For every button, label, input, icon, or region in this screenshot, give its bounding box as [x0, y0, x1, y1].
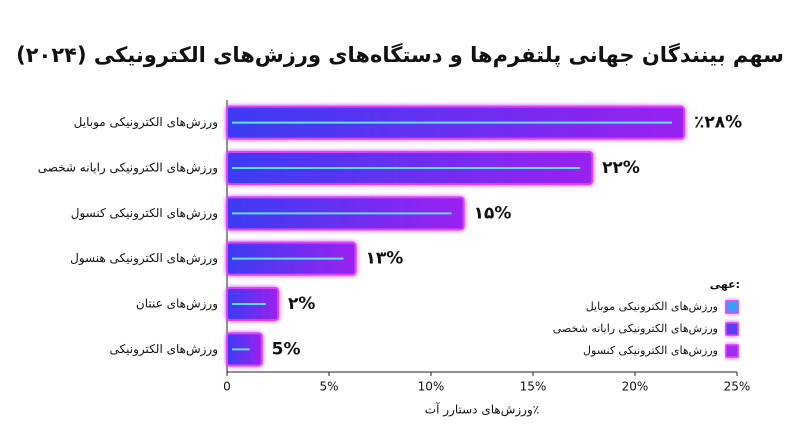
value-label: 5% [272, 339, 301, 359]
x-tick-label: 25% [724, 380, 751, 394]
value-label: ۱۳% [366, 249, 404, 269]
legend-label: ورزش‌های الکترونیکی موبایل [586, 300, 718, 313]
legend-title: عهی: [710, 278, 740, 291]
x-tick-label: 10% [418, 380, 445, 394]
x-axis-title: ورزش‌های دستارر آت٪ [425, 402, 539, 418]
value-label: ۲۲% [602, 158, 640, 178]
y-tick-label: ورزش‌های الکترونیکی [110, 342, 218, 357]
x-tick-label: 5% [319, 380, 338, 394]
y-tick-label: ورزش‌های الکترونیکی هنسول [70, 251, 218, 266]
x-tick-label: 15% [520, 380, 547, 394]
x-tick-label: 0 [223, 380, 231, 394]
x-tick-label: 20% [622, 380, 649, 394]
legend-swatch [725, 322, 739, 336]
y-tick-label: ورزش‌های الکترونیکی رایانه شخصی [38, 161, 218, 176]
value-label: ۱۵% [474, 203, 512, 223]
legend-swatch [725, 344, 739, 358]
legend-label: ورزش‌های الکترونیکی رایانه شخصی [553, 322, 718, 335]
y-tick-label: ورزش‌های الکترونیکی موبایل [74, 115, 218, 130]
value-label: ۲% [288, 294, 315, 314]
legend-swatch [725, 300, 739, 314]
value-label: ٪۲۸% [694, 113, 742, 133]
y-tick-label: ورزش‌های الکترونیکی کنسول [71, 206, 218, 221]
legend-label: ورزش‌های الکترونیکی کنسول [583, 344, 718, 357]
chart-title: سهم بینندگان جهانی پلتفرم‌ها و دستگاه‌ها… [16, 42, 784, 67]
y-tick-label: ورزش‌های عنتان [136, 297, 218, 312]
